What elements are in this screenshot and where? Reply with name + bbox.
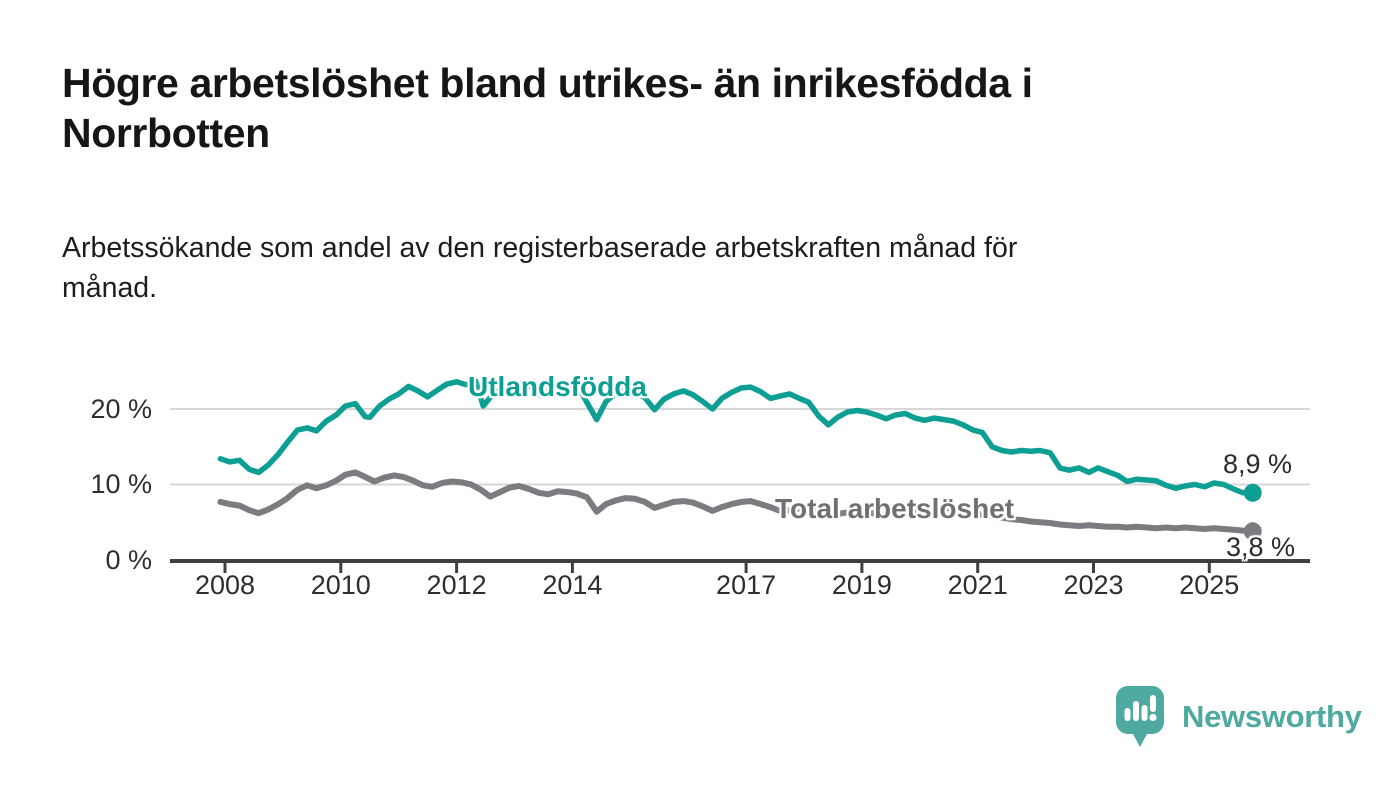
end-dot-total [1243,522,1262,541]
page-title: Högre arbetslöshet bland utrikes- än inr… [62,58,1322,158]
subtitle-line-1: Arbetssökande som andel av den registerb… [62,232,1018,264]
x-tick-label: 2017 [716,570,777,600]
y-tick-label: 0 % [105,544,152,575]
newsworthy-branding: Newsworthy [1116,686,1362,748]
line-series-utlandsfodda [217,378,1256,496]
x-tick-label: 2014 [542,570,603,600]
newsworthy-wordmark: Newsworthy [1182,699,1362,734]
y-tick-label: 20 % [90,393,152,424]
page-subtitle: Arbetssökande som andel av den registerb… [62,228,1302,309]
end-dot-utlandsfodda [1243,483,1262,502]
x-tick-label: 2021 [947,570,1008,600]
x-tick-label: 2025 [1179,570,1240,600]
x-tick-label: 2012 [426,570,487,600]
line-series-total [217,469,1256,535]
title-line-2: Norrbotten [62,110,270,157]
x-tick-label: 2019 [831,570,892,600]
end-value-label-utlandsfodda: 8,9 % [1223,449,1293,479]
subtitle-line-2: månad. [62,272,158,305]
series-label-total-arbetsloshet: Total arbetslöshet [775,493,1015,524]
y-tick-label: 10 % [90,469,152,499]
series-label-utlandsfodda: Utlandsfödda [468,371,647,402]
x-tick-label: 2008 [194,570,256,600]
end-value-label-total: 3,8 % [1226,532,1296,562]
title-line-1: Högre arbetslöshet bland utrikes- än inr… [62,60,1033,106]
newsworthy-logo-icon [1116,686,1164,747]
x-tick-label: 2010 [310,570,371,600]
x-tick-label: 2023 [1063,570,1124,600]
